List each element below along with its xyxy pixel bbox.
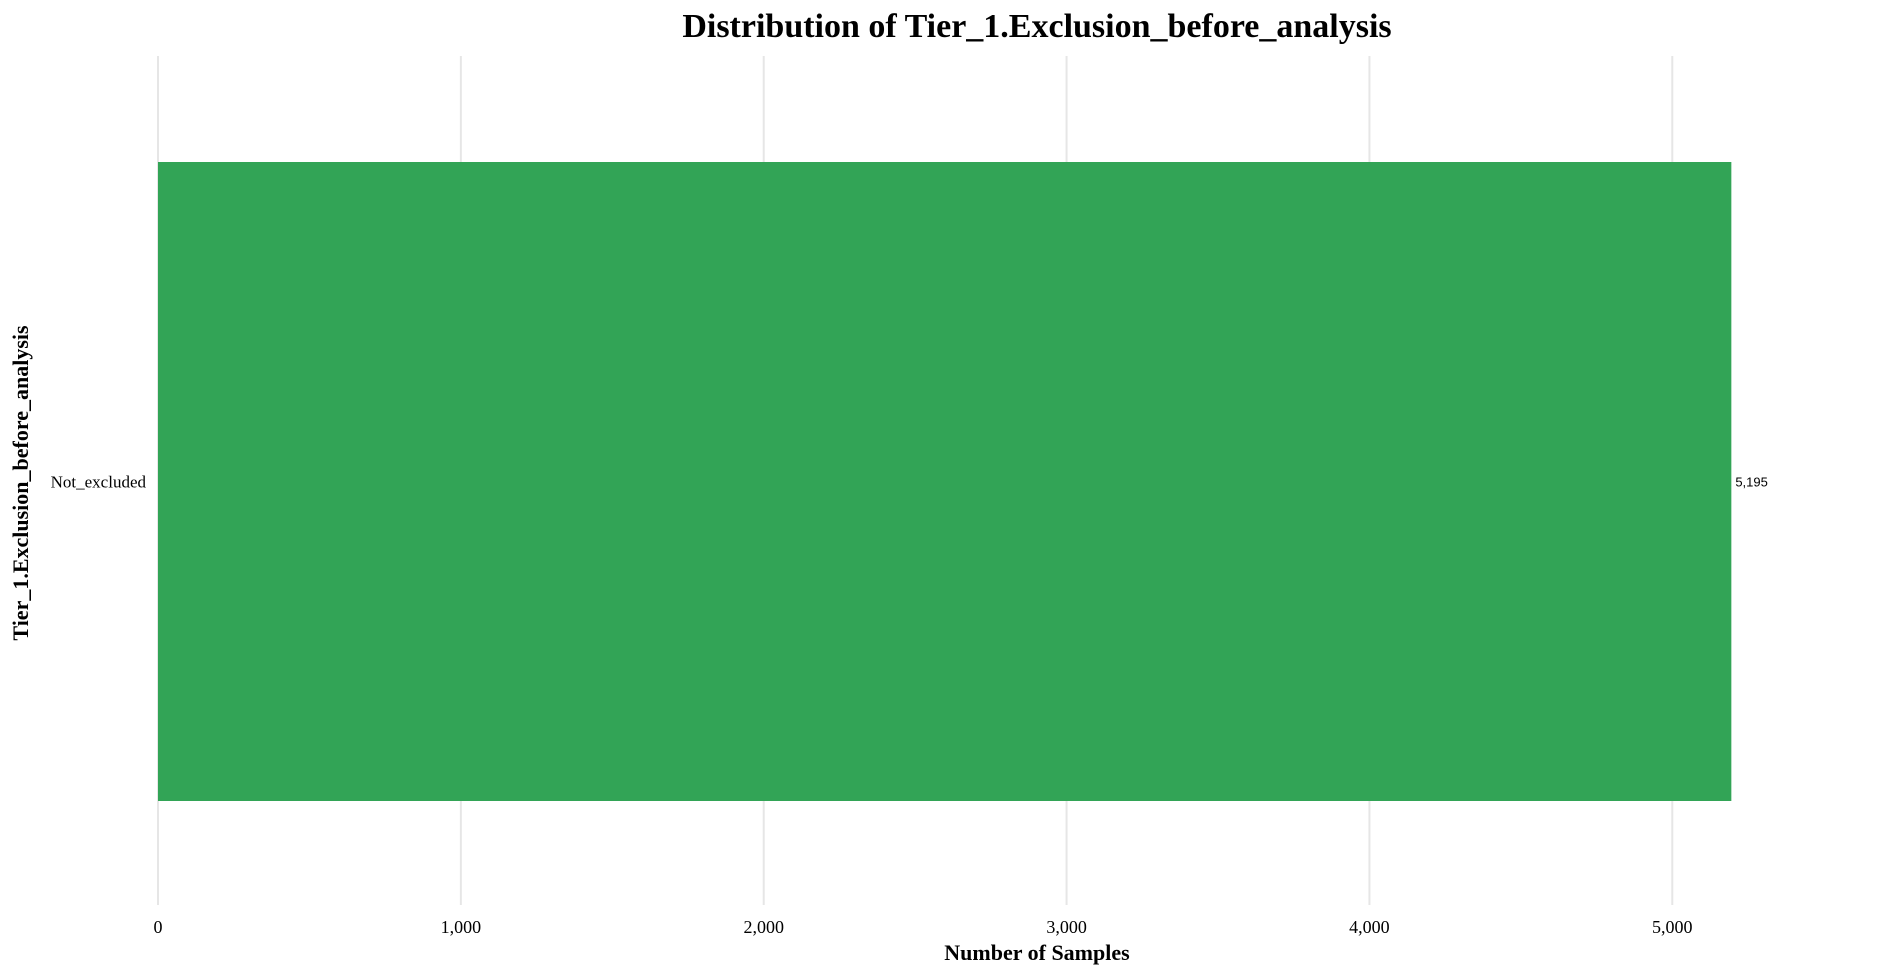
- x-tick-label-4: 4,000: [1349, 917, 1390, 937]
- x-tick-label-5: 5,000: [1652, 917, 1693, 937]
- category-label-0: Not_excluded: [51, 473, 147, 492]
- x-tick-label-1: 1,000: [441, 917, 482, 937]
- value-labels: 5,195: [1735, 475, 1768, 490]
- bar-0: [158, 162, 1732, 801]
- x-tick-label-0: 0: [154, 917, 163, 937]
- value-label-0: 5,195: [1735, 475, 1768, 490]
- bars: [158, 162, 1732, 801]
- y-axis-categories: Not_excluded: [51, 473, 147, 492]
- y-axis-label: Tier_1.Exclusion_before_analysis: [8, 325, 33, 641]
- x-tick-label-2: 2,000: [743, 917, 784, 937]
- x-tick-label-3: 3,000: [1046, 917, 1087, 937]
- x-axis-ticks: 0 1,000 2,000 3,000 4,000 5,000: [154, 917, 1693, 937]
- chart-title: Distribution of Tier_1.Exclusion_before_…: [682, 8, 1391, 45]
- x-axis-label: Number of Samples: [944, 940, 1130, 965]
